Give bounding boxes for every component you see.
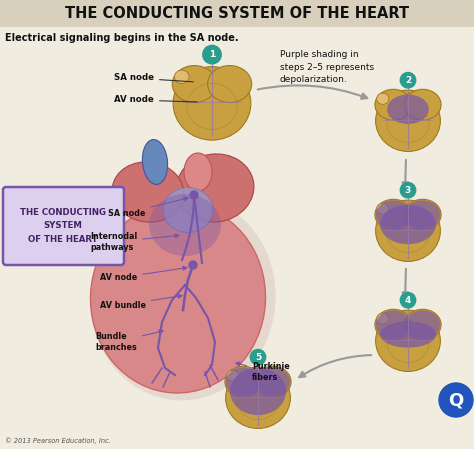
Ellipse shape — [142, 140, 168, 185]
Text: AV node: AV node — [114, 96, 197, 105]
Text: Internodal
pathways: Internodal pathways — [90, 232, 179, 252]
FancyBboxPatch shape — [0, 0, 474, 27]
Circle shape — [189, 261, 197, 269]
Ellipse shape — [404, 89, 441, 120]
Ellipse shape — [376, 200, 411, 229]
Ellipse shape — [149, 194, 221, 256]
Ellipse shape — [375, 200, 440, 261]
Ellipse shape — [376, 310, 411, 339]
Ellipse shape — [226, 367, 291, 428]
Circle shape — [439, 383, 473, 417]
Text: Purkinje
fibers: Purkinje fibers — [236, 362, 290, 382]
Ellipse shape — [112, 162, 184, 222]
Circle shape — [401, 72, 416, 88]
Circle shape — [250, 349, 266, 365]
Text: 3: 3 — [405, 186, 411, 195]
Circle shape — [190, 191, 198, 199]
Text: SA node: SA node — [108, 197, 188, 217]
Text: AV node: AV node — [100, 266, 187, 282]
Ellipse shape — [377, 313, 389, 324]
Ellipse shape — [380, 321, 436, 348]
Ellipse shape — [375, 89, 412, 120]
Text: Purple shading in
steps 2–5 represents
depolarization.: Purple shading in steps 2–5 represents d… — [280, 50, 374, 84]
Ellipse shape — [173, 66, 217, 102]
Ellipse shape — [375, 309, 412, 340]
Text: Q: Q — [448, 391, 464, 409]
Ellipse shape — [404, 309, 441, 340]
Ellipse shape — [173, 66, 251, 140]
Ellipse shape — [230, 368, 286, 415]
Text: 4: 4 — [405, 296, 411, 305]
Text: AV bundle: AV bundle — [100, 294, 182, 309]
Ellipse shape — [255, 367, 290, 396]
Ellipse shape — [375, 310, 440, 371]
Ellipse shape — [225, 366, 262, 397]
FancyBboxPatch shape — [3, 187, 124, 265]
Ellipse shape — [377, 93, 389, 104]
Text: Electrical signaling begins in the SA node.: Electrical signaling begins in the SA no… — [5, 33, 238, 43]
Ellipse shape — [405, 310, 440, 339]
Ellipse shape — [375, 199, 412, 230]
Ellipse shape — [91, 203, 265, 393]
Ellipse shape — [227, 370, 239, 381]
Circle shape — [401, 182, 416, 198]
Ellipse shape — [163, 188, 213, 233]
Ellipse shape — [184, 153, 212, 191]
Ellipse shape — [387, 95, 429, 124]
Ellipse shape — [380, 205, 436, 244]
Text: THE CONDUCTING
SYSTEM
OF THE HEART: THE CONDUCTING SYSTEM OF THE HEART — [20, 208, 106, 244]
Ellipse shape — [226, 367, 261, 396]
Ellipse shape — [377, 203, 389, 214]
Ellipse shape — [255, 366, 291, 397]
Ellipse shape — [208, 66, 252, 102]
Ellipse shape — [176, 154, 254, 222]
Text: Bundle
branches: Bundle branches — [95, 330, 163, 352]
Text: 2: 2 — [405, 76, 411, 85]
Ellipse shape — [375, 90, 440, 151]
Text: © 2013 Pearson Education, Inc.: © 2013 Pearson Education, Inc. — [5, 437, 111, 444]
Ellipse shape — [91, 196, 275, 401]
Circle shape — [401, 292, 416, 308]
Ellipse shape — [405, 200, 440, 229]
Text: THE CONDUCTING SYSTEM OF THE HEART: THE CONDUCTING SYSTEM OF THE HEART — [65, 6, 409, 22]
Text: 5: 5 — [255, 353, 261, 362]
Text: 1: 1 — [209, 50, 215, 59]
Circle shape — [203, 45, 221, 64]
Ellipse shape — [174, 70, 189, 84]
Ellipse shape — [404, 199, 441, 230]
Text: SA node: SA node — [114, 74, 193, 83]
